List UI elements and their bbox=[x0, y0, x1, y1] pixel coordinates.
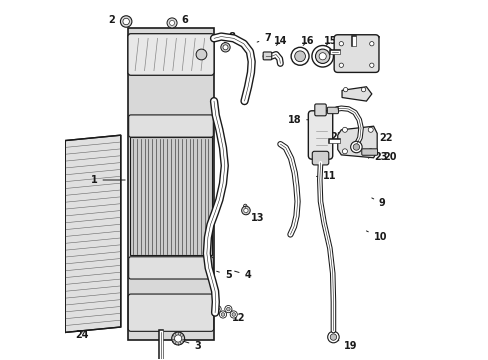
FancyBboxPatch shape bbox=[128, 115, 213, 137]
Circle shape bbox=[367, 149, 372, 154]
Circle shape bbox=[215, 307, 219, 311]
Circle shape bbox=[241, 206, 250, 215]
Text: 20: 20 bbox=[376, 152, 396, 162]
Text: 22: 22 bbox=[371, 133, 392, 143]
Circle shape bbox=[352, 144, 359, 150]
Circle shape bbox=[221, 313, 224, 316]
Circle shape bbox=[223, 45, 227, 50]
Text: 17: 17 bbox=[367, 36, 381, 46]
Circle shape bbox=[350, 141, 362, 153]
Circle shape bbox=[226, 307, 230, 311]
Text: 3: 3 bbox=[181, 341, 201, 351]
Text: 5: 5 bbox=[216, 270, 231, 280]
Text: 21: 21 bbox=[322, 132, 343, 142]
FancyBboxPatch shape bbox=[326, 107, 338, 114]
Circle shape bbox=[329, 334, 336, 340]
Polygon shape bbox=[341, 87, 371, 101]
Circle shape bbox=[315, 49, 329, 63]
Circle shape bbox=[342, 149, 346, 154]
Text: 15: 15 bbox=[324, 36, 337, 46]
Circle shape bbox=[171, 332, 184, 345]
Circle shape bbox=[174, 335, 182, 342]
Text: 10: 10 bbox=[366, 231, 386, 242]
Circle shape bbox=[219, 311, 226, 318]
Text: 4: 4 bbox=[234, 270, 251, 280]
FancyBboxPatch shape bbox=[128, 34, 214, 75]
Text: 14: 14 bbox=[274, 36, 287, 46]
Circle shape bbox=[327, 331, 339, 343]
Text: 1: 1 bbox=[91, 175, 125, 185]
Text: 7: 7 bbox=[257, 33, 270, 43]
Circle shape bbox=[224, 306, 231, 313]
FancyBboxPatch shape bbox=[312, 151, 328, 165]
Circle shape bbox=[339, 63, 343, 67]
Circle shape bbox=[342, 127, 346, 132]
Text: 13: 13 bbox=[247, 212, 264, 222]
Polygon shape bbox=[337, 126, 376, 158]
Circle shape bbox=[120, 16, 132, 27]
FancyBboxPatch shape bbox=[361, 149, 377, 155]
FancyBboxPatch shape bbox=[128, 257, 213, 279]
FancyBboxPatch shape bbox=[308, 111, 332, 159]
Circle shape bbox=[169, 21, 174, 26]
Circle shape bbox=[367, 127, 372, 132]
Bar bbox=[129, 137, 212, 255]
Circle shape bbox=[196, 49, 206, 60]
Circle shape bbox=[294, 51, 305, 62]
Text: 9: 9 bbox=[371, 198, 385, 208]
Circle shape bbox=[361, 87, 365, 92]
Text: 18: 18 bbox=[287, 115, 309, 125]
Text: 23: 23 bbox=[368, 152, 387, 162]
Circle shape bbox=[311, 45, 333, 67]
Circle shape bbox=[231, 313, 235, 316]
Circle shape bbox=[290, 47, 308, 65]
Polygon shape bbox=[65, 135, 121, 332]
Circle shape bbox=[369, 41, 373, 46]
Bar bbox=[128, 28, 214, 339]
Circle shape bbox=[244, 208, 247, 213]
Circle shape bbox=[230, 311, 237, 318]
Text: 12: 12 bbox=[231, 310, 245, 323]
Text: 11: 11 bbox=[316, 171, 336, 181]
Text: 8: 8 bbox=[225, 32, 235, 44]
Circle shape bbox=[369, 63, 373, 67]
Circle shape bbox=[214, 306, 221, 313]
Text: 2: 2 bbox=[108, 15, 125, 26]
Text: 24: 24 bbox=[75, 330, 88, 340]
FancyBboxPatch shape bbox=[128, 294, 213, 331]
FancyBboxPatch shape bbox=[333, 35, 378, 72]
Circle shape bbox=[319, 53, 325, 60]
FancyBboxPatch shape bbox=[263, 52, 271, 60]
Circle shape bbox=[221, 42, 230, 52]
Circle shape bbox=[167, 18, 177, 28]
Circle shape bbox=[343, 87, 347, 92]
Circle shape bbox=[122, 18, 129, 25]
Text: 6: 6 bbox=[175, 15, 188, 26]
FancyBboxPatch shape bbox=[314, 104, 325, 116]
Text: 19: 19 bbox=[335, 339, 357, 351]
Circle shape bbox=[339, 41, 343, 46]
Text: 16: 16 bbox=[301, 36, 314, 46]
